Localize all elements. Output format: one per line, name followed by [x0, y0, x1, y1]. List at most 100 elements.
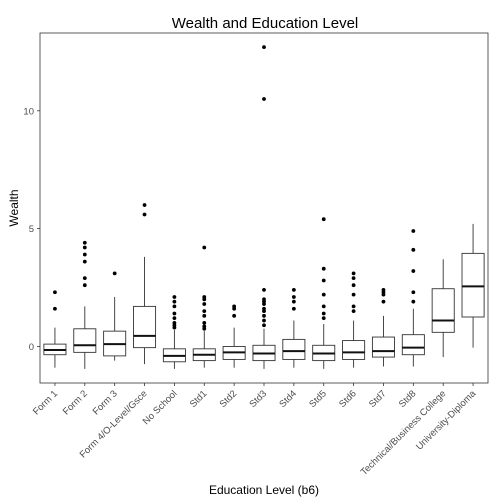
outlier-point	[172, 311, 177, 316]
x-tick-label: Form 3	[91, 388, 120, 417]
x-tick-label: Std3	[248, 388, 270, 410]
outlier-point	[351, 283, 356, 288]
outlier-point	[411, 299, 416, 304]
outlier-point	[291, 288, 296, 292]
outlier-point	[172, 304, 177, 309]
outlier-point	[172, 320, 177, 325]
x-axis-title: Education Level (b6)	[209, 483, 319, 497]
outlier-point	[202, 320, 207, 325]
y-axis: 0 5 10	[23, 106, 40, 353]
outlier-point	[411, 269, 416, 273]
x-tick-label: Form 1	[31, 388, 60, 417]
box-4	[133, 203, 157, 365]
outlier-point	[381, 288, 386, 292]
y-tick-label: 10	[23, 106, 34, 117]
box-10	[312, 217, 336, 369]
outlier-point	[53, 306, 57, 311]
box-7	[222, 304, 246, 368]
x-tick-label: Std6	[337, 388, 359, 410]
box-2	[73, 240, 97, 369]
outlier-point	[262, 306, 266, 311]
outlier-point	[202, 309, 207, 314]
interquartile-box	[371, 336, 395, 358]
outlier-point	[351, 309, 356, 314]
outlier-point	[321, 266, 326, 271]
interquartile-box	[401, 334, 425, 356]
outlier-point	[351, 271, 356, 276]
box-14	[431, 259, 455, 358]
interquartile-box	[342, 340, 366, 360]
y-tick-label: 0	[29, 342, 34, 353]
outlier-point	[82, 245, 87, 250]
box-3	[103, 271, 127, 361]
outlier-point	[381, 299, 386, 304]
outlier-point	[262, 313, 266, 318]
outlier-point	[321, 292, 326, 297]
outlier-point	[351, 276, 356, 281]
x-tick-label: Std8	[397, 388, 419, 410]
outlier-point	[142, 212, 147, 217]
outlier-point	[82, 252, 87, 257]
outlier-point	[172, 299, 177, 304]
outlier-point	[232, 304, 237, 309]
chart-title: Wealth and Education Level	[172, 15, 359, 32]
x-tick-label: Form 2	[61, 388, 90, 417]
outlier-point	[82, 240, 87, 245]
y-axis-title: Wealth	[7, 189, 21, 226]
interquartile-box	[73, 328, 97, 353]
outlier-point	[351, 292, 356, 297]
outlier-point	[291, 299, 296, 304]
outlier-point	[411, 247, 416, 252]
box-11	[342, 271, 366, 368]
outlier-point	[321, 304, 326, 309]
outlier-point	[82, 259, 87, 264]
box-13	[401, 229, 425, 367]
outlier-point	[291, 306, 296, 311]
outlier-point	[262, 288, 266, 292]
outlier-point	[202, 302, 207, 306]
outlier-point	[262, 45, 266, 50]
interquartile-box	[431, 288, 455, 333]
outlier-point	[321, 316, 326, 321]
outlier-point	[262, 97, 266, 101]
outlier-point	[351, 304, 356, 309]
outlier-point	[262, 323, 266, 328]
x-tick-label: Std2	[218, 388, 240, 410]
outlier-point	[172, 295, 177, 299]
interquartile-box	[282, 338, 306, 360]
outlier-point	[53, 290, 57, 295]
outlier-point	[262, 318, 266, 323]
x-tick-label: Std4	[277, 388, 299, 410]
box-1	[43, 290, 67, 368]
box-series	[43, 45, 485, 369]
outlier-point	[321, 217, 326, 222]
outlier-point	[321, 278, 326, 283]
outlier-point	[142, 203, 147, 207]
outlier-point	[411, 290, 416, 295]
box-12	[371, 288, 395, 367]
interquartile-box	[461, 252, 485, 318]
outlier-point	[321, 311, 326, 316]
box-15	[461, 223, 485, 348]
outlier-point	[291, 295, 296, 299]
x-tick-label: Std7	[367, 388, 389, 410]
outlier-point	[202, 324, 207, 329]
box-9	[282, 288, 306, 368]
outlier-point	[112, 271, 117, 276]
box-5	[162, 295, 186, 369]
interquartile-box	[133, 305, 157, 349]
outlier-point	[411, 229, 416, 233]
outlier-point	[202, 313, 207, 318]
box-8	[252, 45, 276, 369]
x-tick-label: Std5	[307, 388, 329, 410]
outlier-point	[82, 283, 87, 288]
box-6	[192, 245, 216, 368]
outlier-point	[202, 245, 207, 250]
outlier-point	[202, 295, 207, 299]
outlier-point	[82, 276, 87, 281]
outlier-point	[262, 297, 266, 302]
outlier-point	[172, 316, 177, 321]
y-tick-label: 5	[29, 224, 34, 235]
